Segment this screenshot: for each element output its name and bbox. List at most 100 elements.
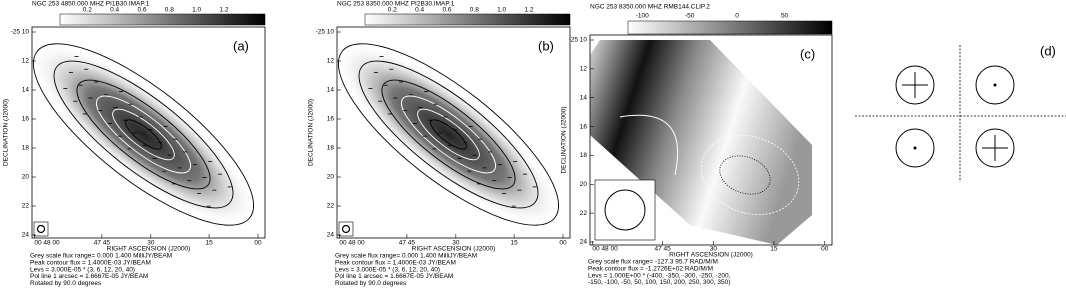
x-tick-label: 00 <box>559 240 567 247</box>
emission <box>32 42 257 227</box>
colorbar-tick-label: 0.6 <box>442 7 451 14</box>
y-tick-label: 16 <box>580 123 588 130</box>
y-tick-label: 24 <box>580 239 588 246</box>
contour <box>125 119 162 150</box>
x-tick-label: 47 45 <box>94 240 111 247</box>
x-tick-label: 15 <box>510 240 518 247</box>
y-tick-label: 14 <box>327 87 335 94</box>
panel: NGC 253 8350.000 MHZ RMB144.CLIP.2 -100 -5… <box>561 4 833 286</box>
footer-line: Pol line 1 arcsec = 1.6667E-05 JY/BEAM <box>335 273 453 280</box>
x-tick-label: 15 <box>205 240 213 247</box>
y-axis-label: DECLINATION (J2000) <box>561 106 568 173</box>
plot-frame <box>31 26 266 239</box>
footer-line: Peak contour flux = 1.4000E-03 JY/BEAM <box>335 260 456 267</box>
footer-line: Rotated by 90.0 degrees <box>335 280 407 287</box>
y-tick-label: 20 <box>580 181 588 188</box>
panel-d: (d) <box>855 43 1066 182</box>
panel-label: (b) <box>538 38 554 53</box>
map-image <box>32 42 257 227</box>
plot-frame <box>589 34 833 246</box>
x-axis-label: RIGHT ASCENSION (J2000) <box>412 246 496 253</box>
contour <box>417 108 480 161</box>
colorbar-tick-label: 0.2 <box>388 7 397 14</box>
x-tick-label: 47 45 <box>399 240 416 247</box>
panel-label: (c) <box>800 46 815 61</box>
colorbar-tick-label: 0.8 <box>470 7 479 14</box>
y-tick-label: 16 <box>327 116 335 123</box>
footer-line: Grey scale flux range= 0.000 1.400 Milli… <box>335 253 477 260</box>
panel-label: (d) <box>1040 43 1056 58</box>
contour <box>401 95 496 174</box>
panel-header: NGC 253 4850.000 MHZ PI1B30.IMAP.1 <box>32 1 150 8</box>
contour <box>112 108 175 161</box>
panel: NGC 253 8350.000 MHZ PI2B30.IMAP.10.2 0.4… <box>308 1 571 287</box>
map-image <box>590 40 812 245</box>
y-tick-label: 14 <box>580 94 588 101</box>
panel-header: NGC 253 8350.000 MHZ PI2B30.IMAP.1 <box>337 1 455 8</box>
y-tick-label: -25 10 <box>569 37 588 44</box>
y-tick-label: 18 <box>580 152 588 159</box>
beam <box>604 189 646 231</box>
footer-line: Pol line 1 arcsec = 1.6667E-05 JY/BEAM <box>30 273 148 280</box>
x-tick-label: 00 <box>254 240 262 247</box>
contour <box>700 135 800 215</box>
beam <box>341 224 351 234</box>
y-tick-label: 22 <box>22 203 30 210</box>
footer-line: Grey scale flux range= 0.000 1.400 Milli… <box>30 253 172 260</box>
y-tick-label: 12 <box>327 58 335 65</box>
x-tick-label: 30 <box>710 246 718 253</box>
y-tick-label: 24 <box>22 232 30 239</box>
contour <box>719 155 771 195</box>
beam <box>36 224 46 234</box>
y-tick-label: 18 <box>22 145 30 152</box>
y-axis-label: DECLINATION (J2000) <box>308 99 315 166</box>
contour <box>381 79 516 190</box>
x-tick-label: 00 48 00 <box>592 246 618 253</box>
x-tick-label: 47 45 <box>654 246 671 253</box>
colorbar <box>59 13 266 26</box>
colorbar-tick-label: 1.0 <box>497 7 506 14</box>
colorbar-tick-label: 0.2 <box>83 7 92 14</box>
contour <box>337 43 560 226</box>
footer-line: Levs = 3.000E-05 * (3, 6, 12, 20, 40) <box>335 266 440 273</box>
contour <box>358 60 539 209</box>
colorbar-tick-label: 0 <box>735 13 739 20</box>
panel-header: NGC 253 8350.000 MHZ RMB144.CLIP.2 <box>590 4 710 11</box>
contour <box>53 60 234 209</box>
colorbar-tick-label: -50 <box>685 13 695 20</box>
footer-line: Peak contour flux = 1.4000E-03 JY/BEAM <box>30 260 151 267</box>
y-tick-label: 22 <box>580 210 588 217</box>
footer-line: Levs = 3.000E-05 * (3, 6, 12, 20, 40) <box>30 266 135 273</box>
colorbar-tick-label: 0.8 <box>165 7 174 14</box>
colorbar-tick-label: 1.2 <box>219 7 228 14</box>
y-tick-label: 20 <box>327 174 335 181</box>
beam-box <box>33 221 49 237</box>
y-tick-label: 14 <box>22 87 30 94</box>
y-tick-label: 20 <box>22 174 30 181</box>
colorbar <box>364 13 571 26</box>
map-image <box>337 42 562 227</box>
colorbar-tick-label: 1.0 <box>192 7 201 14</box>
y-tick-label: 12 <box>22 58 30 65</box>
y-tick-label: -25 10 <box>316 29 335 36</box>
footer-line: Grey scale flux range= -127.3 95.7 RAD/M… <box>588 259 718 266</box>
y-tick-label: 16 <box>22 116 30 123</box>
colorbar-tick-label: -100 <box>636 13 649 20</box>
x-axis-label: RIGHT ASCENSION (J2000) <box>669 252 753 259</box>
x-axis-label: RIGHT ASCENSION (J2000) <box>107 246 191 253</box>
x-tick-label: 00 48 00 <box>339 240 365 247</box>
y-tick-label: 24 <box>327 232 335 239</box>
y-tick-label: 22 <box>327 203 335 210</box>
footer-line: Rotated by 90.0 degrees <box>30 280 102 287</box>
colorbar-tick-label: 0.4 <box>110 7 119 14</box>
x-tick-label: 00 48 00 <box>34 240 60 247</box>
y-axis-label: DECLINATION (J2000) <box>3 99 10 166</box>
panel: NGC 253 4850.000 MHZ PI1B30.IMAP.10.2 0.4… <box>3 1 266 287</box>
x-tick-label: 15 <box>770 246 778 253</box>
y-tick-label: 18 <box>327 145 335 152</box>
contour <box>76 79 211 190</box>
contour <box>430 119 467 150</box>
colorbar-tick-label: 0.4 <box>415 7 424 14</box>
rm-map <box>590 40 812 245</box>
